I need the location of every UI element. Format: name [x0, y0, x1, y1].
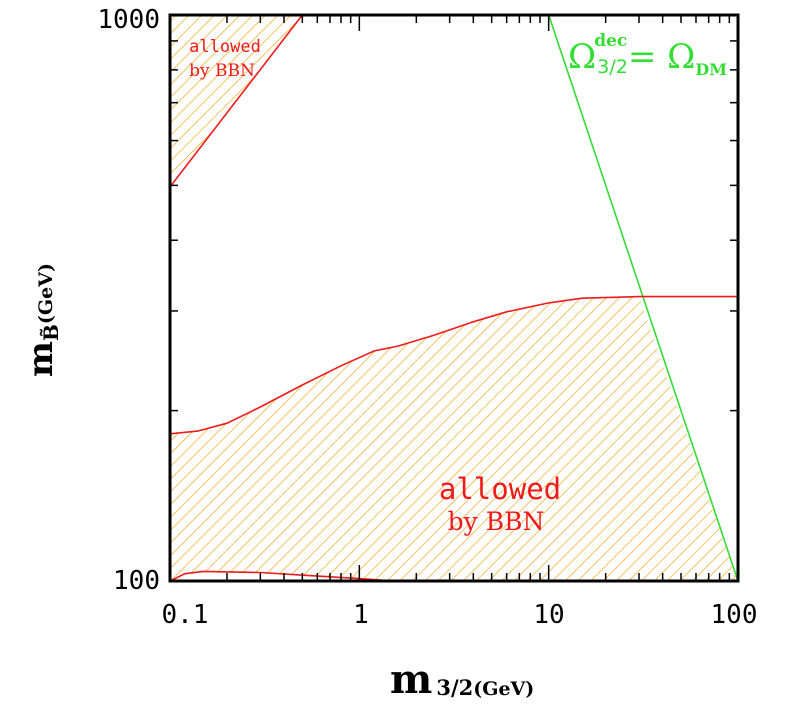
dm-line-label: Ωdec 3/2= ΩDM — [568, 31, 727, 79]
dm-label-sup: dec — [594, 31, 627, 51]
dm-label-dm: DM — [695, 60, 727, 79]
lines-layer — [547, 15, 738, 581]
regions-layer — [170, 15, 738, 581]
x-axis-title-sub: 3/2 — [436, 675, 473, 700]
y-axis-title-sub: B̃ — [39, 324, 63, 341]
x-axis-title-main: m — [390, 656, 432, 703]
x-axis-title-unit: (GeV) — [473, 678, 534, 700]
dm-label-sub: 3/2 — [597, 56, 628, 78]
x-tick-label-1: 1 — [353, 600, 369, 630]
bbn-boundary-upper — [170, 295, 640, 435]
ticks-layer — [169, 14, 738, 582]
bbn-boundary-top — [170, 15, 303, 188]
x-tick-label-100: 100 — [711, 600, 758, 630]
y-tick-label-1000: 1000 — [97, 5, 160, 35]
dm-label-omega: Ω — [568, 37, 596, 77]
allowed-region-bottom-fill — [170, 296, 738, 581]
y-axis-title-unit: (GeV) — [35, 263, 57, 324]
svg-text:mB̃(GeV): mB̃(GeV) — [21, 263, 63, 377]
y-axis-title-main: m — [21, 341, 61, 377]
region-label-top-line2: by BBN — [189, 61, 255, 81]
region-label-bottom-line1: allowed — [439, 472, 561, 506]
y-tick-label-100: 100 — [113, 566, 160, 596]
x-tick-label-0.1: 0.1 — [162, 600, 209, 630]
region-label-bottom-line2: by BBN — [448, 507, 545, 536]
y-axis-title: mB̃(GeV) — [21, 263, 63, 377]
x-tick-label-10: 10 — [533, 600, 564, 630]
dm-line — [547, 15, 738, 581]
x-axis-title: m 3/2(GeV) — [390, 656, 534, 703]
plot-frame — [168, 13, 740, 583]
dm-label-eq: = Ω — [628, 37, 696, 77]
region-label-top-line1: allowed — [189, 37, 261, 57]
